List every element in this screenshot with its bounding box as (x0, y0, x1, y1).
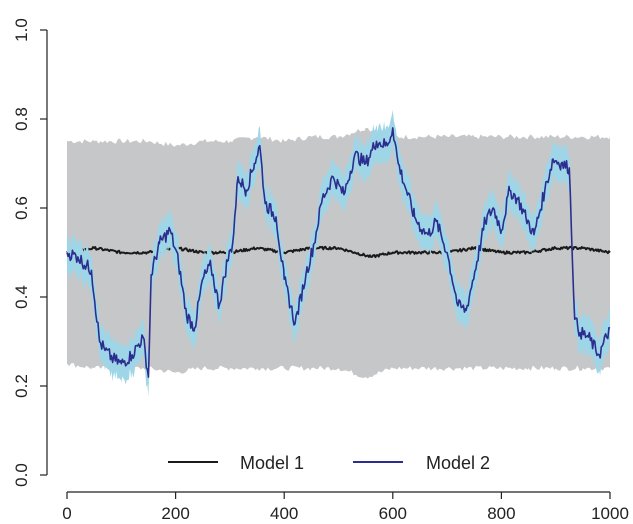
legend-label-model-2: Model 2 (426, 453, 490, 473)
band-area-0 (67, 127, 610, 379)
y-tick-label: 0.2 (12, 374, 31, 398)
x-tick-label: 800 (487, 504, 515, 523)
y-tick-label: 0.8 (12, 107, 31, 131)
legend-label-model-1: Model 1 (240, 453, 304, 473)
x-tick-label: 600 (379, 504, 407, 523)
legend: Model 1 Model 2 (168, 453, 490, 473)
series-line-model-2 (66, 127, 611, 378)
y-tick-label: 0.4 (12, 285, 31, 309)
model-2-uncertainty-ribbon (67, 110, 610, 397)
series-lines (66, 110, 611, 397)
x-tick-label: 1000 (591, 504, 629, 523)
x-tick-label: 400 (270, 504, 298, 523)
y-tick-label: 1.0 (12, 18, 31, 42)
x-tick-label: 0 (62, 504, 71, 523)
y-tick-label: 0.6 (12, 196, 31, 220)
y-tick-label: 0.0 (12, 463, 31, 487)
confidence-bands (67, 127, 610, 379)
x-tick-label: 200 (161, 504, 189, 523)
axes: 0 200 400 600 800 1000 0.0 0.2 0.4 0.6 0.8 1.0 (12, 18, 629, 523)
